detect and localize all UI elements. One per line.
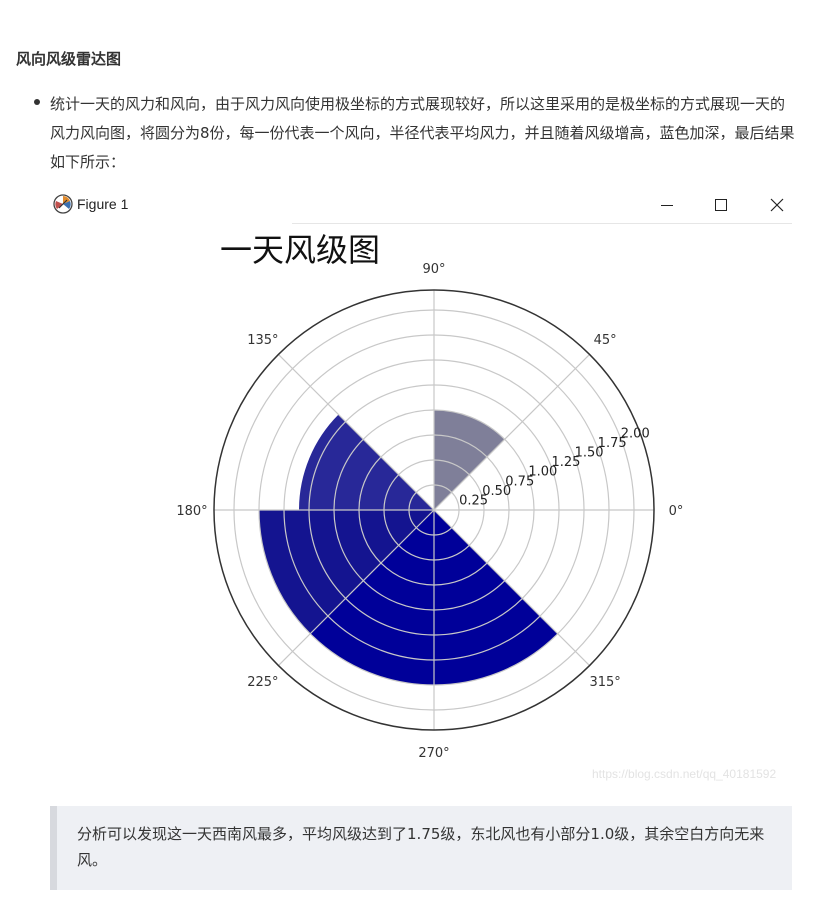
angle-tick-label: 0°	[669, 504, 684, 519]
bullet-marker	[34, 99, 40, 105]
conclusion-quote: 分析可以发现这一天西南风最多，平均风级达到了1.75级，东北风也有小部分1.0级…	[50, 806, 792, 890]
conclusion-text: 分析可以发现这一天西南风最多，平均风级达到了1.75级，东北风也有小部分1.0级…	[77, 825, 765, 869]
close-button[interactable]	[759, 190, 795, 220]
radial-tick-label: 2.00	[621, 426, 650, 441]
angular-gridline	[433, 354, 590, 511]
minimize-button[interactable]	[649, 190, 685, 220]
bullet-paragraph: 统计一天的风力和风向，由于风力风向使用极坐标的方式展现较好，所以这里采用的是极坐…	[50, 95, 795, 171]
radial-tick-label: 0.50	[482, 484, 511, 499]
angle-tick-label: 90°	[422, 262, 445, 277]
angle-tick-label: 270°	[418, 746, 449, 761]
radial-tick-label: 1.50	[575, 446, 604, 461]
figure-window: Figure 1 一天风级图 0° 45° 90° 135° 180° 225° 270° 3…	[48, 186, 792, 786]
figure-titlebar: Figure 1	[48, 186, 792, 224]
close-icon	[770, 198, 784, 212]
angle-tick-label: 135°	[247, 333, 278, 348]
radial-tick-label: 1.75	[598, 436, 627, 451]
radial-tick-label: 1.00	[528, 465, 557, 480]
watermark: https://blog.csdn.net/qq_40181592	[592, 767, 777, 781]
angle-tick-label: 180°	[176, 504, 207, 519]
titlebar-divider	[292, 223, 792, 224]
figure-app-icon	[53, 194, 73, 214]
maximize-button[interactable]	[703, 190, 739, 220]
sector-bar-135	[299, 414, 434, 510]
sector-bar-180	[259, 510, 434, 634]
radial-tick-label: 0.75	[505, 474, 534, 489]
angle-tick-label: 45°	[594, 333, 617, 348]
radial-tick-label: 1.25	[551, 455, 580, 470]
section-heading: 风向风级雷达图	[16, 50, 122, 68]
angle-tick-label: 315°	[589, 675, 620, 690]
sector-bar-45	[434, 410, 505, 510]
angular-gridline	[278, 354, 435, 511]
sector-bar-270	[434, 510, 558, 685]
minimize-icon	[661, 205, 673, 206]
angular-gridline	[278, 509, 435, 666]
polar-chart: 一天风级图 0°45°90°135°180°225°270°315°0.250.…	[176, 231, 684, 761]
angular-gridline	[433, 509, 590, 666]
angle-tick-label: 225°	[247, 675, 278, 690]
radial-tick-label: 0.25	[459, 493, 488, 508]
figure-title: Figure 1	[77, 196, 129, 212]
polar-frame	[213, 289, 655, 731]
maximize-icon	[715, 199, 727, 211]
chart-title: 一天风级图	[220, 231, 380, 269]
sector-bar-225	[310, 510, 434, 685]
